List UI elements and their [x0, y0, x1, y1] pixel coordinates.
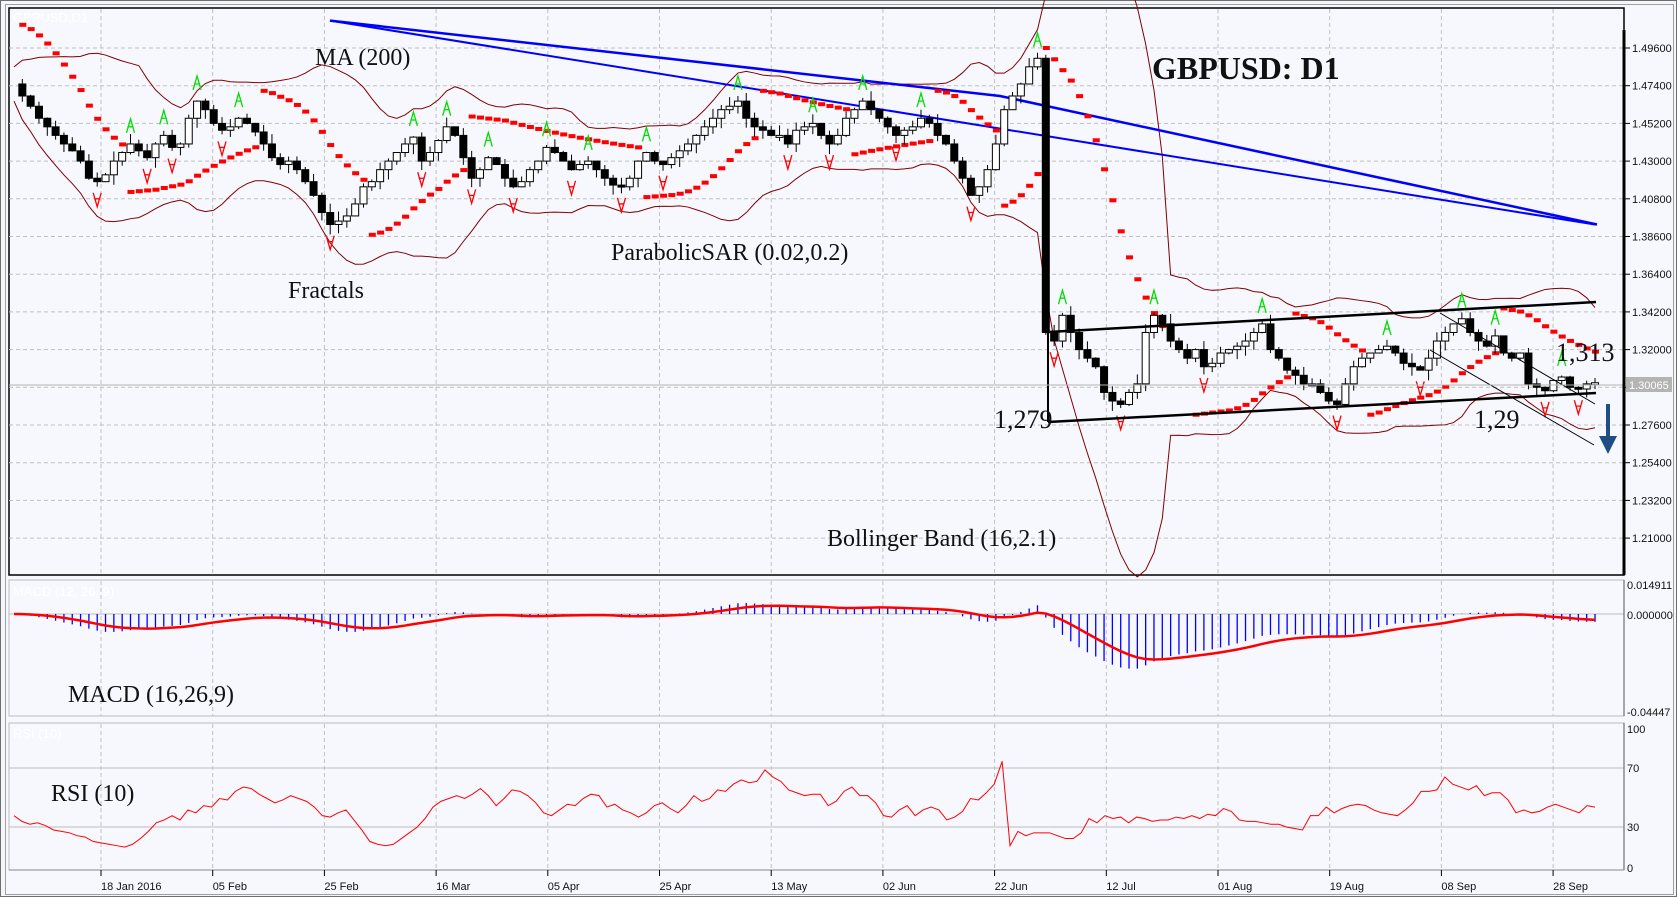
- macd-axis-min: -0.04447: [1627, 707, 1670, 719]
- ma-label: MA (200): [315, 45, 410, 71]
- svg-text:1.36400: 1.36400: [1632, 269, 1672, 281]
- svg-text:22 Jun: 22 Jun: [995, 881, 1028, 893]
- macd-overlay-title: MACD (12, 26, 9): [13, 584, 114, 599]
- level-1313-label: 1,313: [1556, 338, 1615, 367]
- price-axis: 1.49600 1.47400 1.45200 1.43000 1.40800 1.386…: [1624, 43, 1672, 545]
- svg-text:1.34200: 1.34200: [1632, 307, 1672, 319]
- svg-text:1.47400: 1.47400: [1632, 81, 1672, 93]
- svg-text:08 Sep: 08 Sep: [1441, 881, 1476, 893]
- macd-axis-zero: 0.000000: [1627, 610, 1673, 622]
- svg-text:1.25400: 1.25400: [1632, 458, 1672, 470]
- svg-text:1.43000: 1.43000: [1632, 156, 1672, 168]
- down-arrow-icon: [1599, 404, 1617, 454]
- bollinger-label: Bollinger Band (16,2.1): [827, 526, 1056, 552]
- svg-text:13 May: 13 May: [771, 881, 808, 893]
- svg-text:18 Jan 2016: 18 Jan 2016: [101, 881, 162, 893]
- rsi-label: RSI (10): [51, 781, 134, 807]
- svg-text:01 Aug: 01 Aug: [1218, 881, 1252, 893]
- level-129-label: 1,29: [1474, 405, 1520, 434]
- rsi-indicator: [13, 761, 1596, 848]
- chart-title: GBPUSD: D1: [1152, 50, 1340, 86]
- rsi-axis-70: 70: [1627, 763, 1639, 775]
- svg-text:25 Apr: 25 Apr: [660, 881, 692, 893]
- svg-text:1.45200: 1.45200: [1632, 118, 1672, 130]
- level-1279-label: 1,279: [994, 405, 1053, 434]
- svg-text:02 Jun: 02 Jun: [883, 881, 916, 893]
- svg-text:1.40800: 1.40800: [1632, 194, 1672, 206]
- psar-label: ParabolicSAR (0.02,0.2): [611, 240, 848, 266]
- svg-text:1.23200: 1.23200: [1632, 495, 1672, 507]
- rsi-overlay-title: RSI (10): [13, 726, 61, 741]
- svg-text:1.49600: 1.49600: [1632, 43, 1672, 55]
- svg-text:19 Aug: 19 Aug: [1330, 881, 1364, 893]
- bollinger-bands: [13, 0, 1596, 578]
- svg-text:1.21000: 1.21000: [1632, 533, 1672, 545]
- svg-text:1.32000: 1.32000: [1632, 345, 1672, 357]
- macd-axis-max: 0.014911: [1627, 580, 1672, 592]
- fractal-markers: [92, 30, 1583, 432]
- svg-text:25 Feb: 25 Feb: [324, 881, 358, 893]
- macd-pane[interactable]: [8, 579, 1625, 717]
- parabolic-sar-dots: [19, 22, 1599, 417]
- rsi-axis-100: 100: [1627, 724, 1645, 736]
- current-price-label: 1.30065: [1626, 377, 1672, 392]
- date-axis: 18 Jan 2016 05 Feb 25 Feb 16 Mar 05 Apr 25 Ap…: [9, 869, 1624, 893]
- svg-text:1.38600: 1.38600: [1632, 232, 1672, 244]
- macd-indicator: [13, 603, 1596, 669]
- fractals-label: Fractals: [288, 278, 364, 304]
- svg-text:12 Jul: 12 Jul: [1106, 881, 1135, 893]
- macd-label: MACD (16,26,9): [68, 682, 234, 708]
- trend-channel-lines: [1047, 300, 1597, 446]
- rsi-axis-30: 30: [1627, 822, 1639, 834]
- svg-text:28 Sep: 28 Sep: [1553, 881, 1588, 893]
- svg-text:16 Mar: 16 Mar: [436, 881, 471, 893]
- rsi-pane[interactable]: [8, 722, 1625, 871]
- svg-text:05 Feb: 05 Feb: [213, 881, 247, 893]
- price-pane[interactable]: [8, 7, 1625, 576]
- ma200-line: [329, 19, 1598, 226]
- rsi-axis-0: 0: [1627, 863, 1633, 875]
- grid-lines: [9, 9, 1624, 870]
- current-price-text: 1.30065: [1629, 380, 1669, 392]
- symbol-overlay: GBPUSD,D1: [13, 10, 88, 25]
- svg-text:1.27600: 1.27600: [1632, 420, 1672, 432]
- svg-text:05 Apr: 05 Apr: [548, 881, 580, 893]
- candlesticks: [18, 52, 1599, 411]
